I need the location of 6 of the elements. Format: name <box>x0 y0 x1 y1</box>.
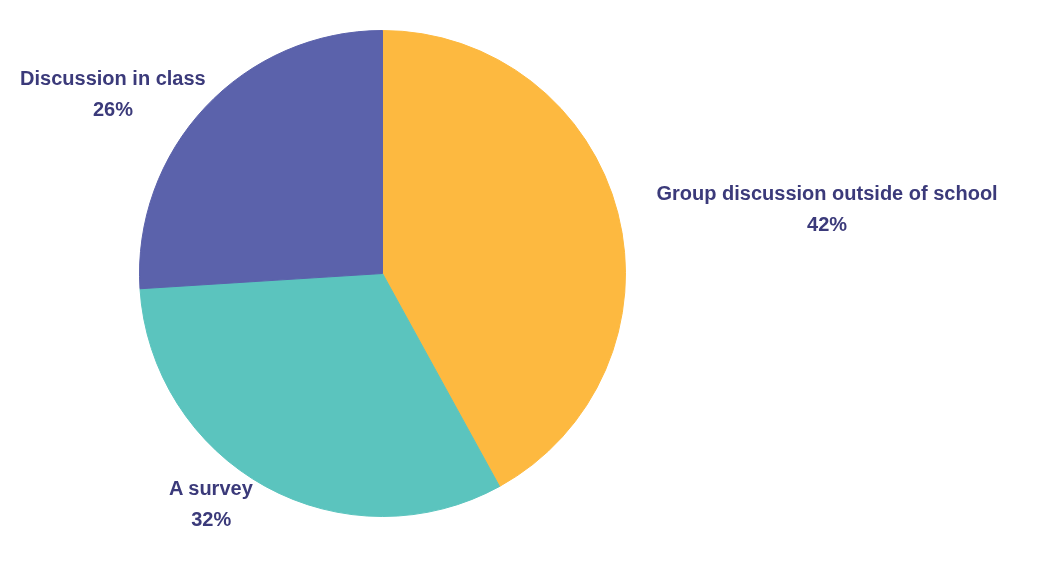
slice-label: Group discussion outside of school <box>656 181 998 204</box>
slice-label: A survey <box>169 477 254 500</box>
data-label: 32% <box>191 507 232 530</box>
data-label: 26% <box>92 98 134 121</box>
slice-label: Discussion in class <box>20 67 206 90</box>
data-label: 42% <box>807 212 848 235</box>
